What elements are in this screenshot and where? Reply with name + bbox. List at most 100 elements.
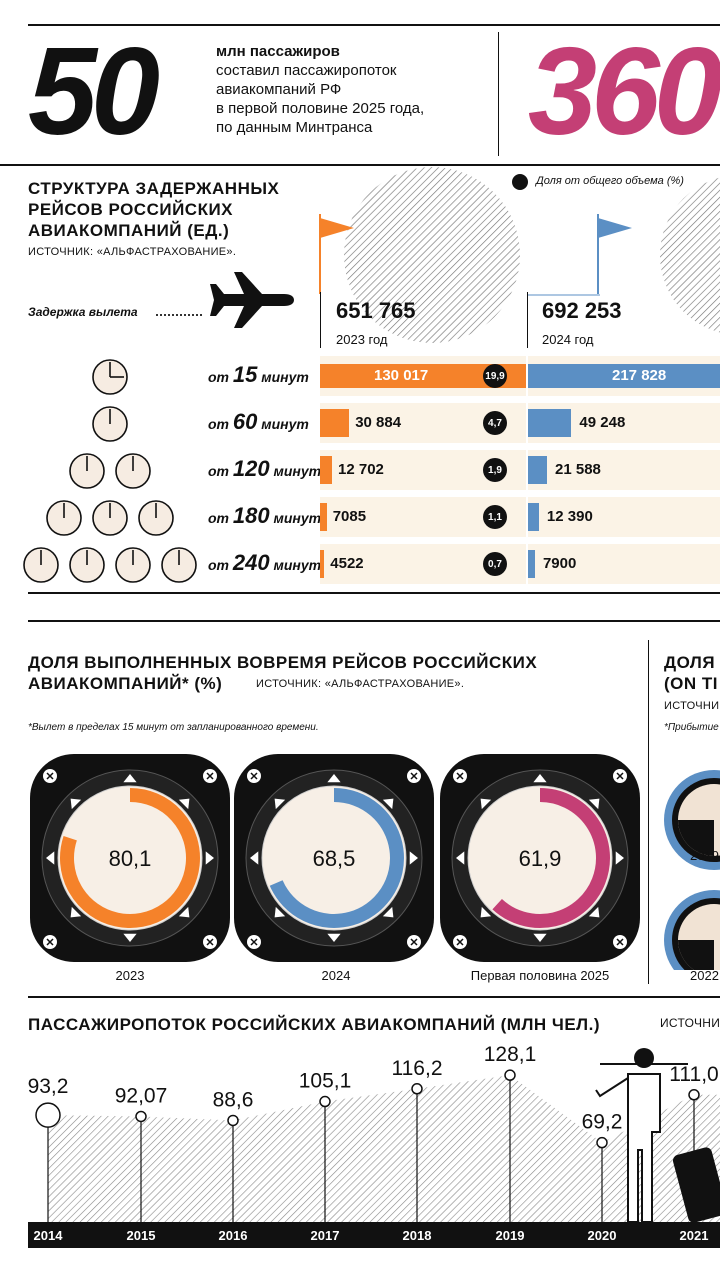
bar-2024 bbox=[528, 550, 535, 578]
bar-label-2023: 4522 bbox=[330, 555, 364, 572]
dotted-leader bbox=[156, 314, 202, 316]
bar-2023 bbox=[320, 409, 350, 437]
share-badge: 4,7 bbox=[483, 411, 507, 435]
gauge-tick bbox=[588, 798, 600, 810]
gauge-tick bbox=[327, 933, 341, 942]
row-header: Задержка вылета bbox=[28, 305, 138, 319]
delay-row-label: от 240 минут bbox=[208, 550, 322, 575]
side-source: ИСТОЧНИ bbox=[664, 700, 720, 712]
screw-icon bbox=[206, 938, 214, 946]
clock-icon bbox=[115, 453, 151, 489]
data-label: 116,2 bbox=[392, 1057, 443, 1080]
data-point bbox=[596, 1136, 608, 1149]
gauge-tick bbox=[250, 851, 259, 865]
chart-title: ПАССАЖИРОПОТОК РОССИЙСКИХ АВИАКОМПАНИЙ (… bbox=[28, 1015, 600, 1034]
passengers-top-rule bbox=[28, 996, 720, 998]
headline-text: млн пассажиров составил пассажиропоток а… bbox=[216, 42, 424, 137]
gauge-tick bbox=[123, 933, 137, 942]
delays-title-line: РЕЙСОВ РОССИЙСКИХ bbox=[28, 200, 234, 219]
clock-icon bbox=[23, 547, 59, 583]
bar-2024 bbox=[528, 409, 572, 437]
gauge-arc bbox=[492, 788, 610, 928]
gauge-tick bbox=[327, 774, 341, 783]
headline-number: 50 bbox=[28, 23, 160, 161]
data-point bbox=[411, 1083, 423, 1095]
delay-row-label: от 60 минут bbox=[208, 409, 309, 434]
clock-icon bbox=[69, 547, 105, 583]
axis-year-label: 2017 bbox=[311, 1228, 340, 1243]
year-divider bbox=[527, 292, 528, 348]
bar-2024 bbox=[528, 456, 548, 484]
gauge-tick bbox=[178, 906, 190, 918]
delays-bottom-rule bbox=[28, 592, 720, 594]
axis-year-label: 2018 bbox=[403, 1228, 432, 1243]
row-bg-2024 bbox=[528, 450, 720, 490]
data-label: 92,07 bbox=[115, 1084, 168, 1107]
bar-label-2024: 217 828 bbox=[612, 367, 667, 384]
axis-bar bbox=[28, 1222, 720, 1248]
bar-label-2024: 12 390 bbox=[546, 508, 593, 525]
intro-line: по данным Минтранса bbox=[216, 119, 373, 136]
intro-line: составил пассажиропоток bbox=[216, 62, 397, 79]
gauge-tick bbox=[70, 906, 82, 918]
side-title: ДОЛЯ (ON TI bbox=[664, 652, 718, 694]
bar-2023 bbox=[320, 503, 327, 531]
airplane-icon bbox=[210, 272, 294, 328]
gauge-tick bbox=[615, 851, 624, 865]
screw-icon bbox=[46, 938, 54, 946]
ontime-title-line: ДОЛЯ ВЫПОЛНЕННЫХ ВОВРЕМЯ РЕЙСОВ РОССИЙСК… bbox=[28, 653, 538, 672]
side-gauge bbox=[664, 890, 720, 970]
screw-icon bbox=[46, 772, 54, 780]
passenger-chart: 93,2 92,07 88,6 105,1 116,2 128,1 69,2 111,0 201… bbox=[28, 1043, 720, 1248]
year-label-2024: 2024 год bbox=[542, 332, 594, 347]
intro-line: авиакомпаний РФ bbox=[216, 81, 342, 98]
delay-row-label: от 15 минут bbox=[208, 362, 309, 387]
top-rule bbox=[28, 24, 720, 26]
data-label: 88,6 bbox=[213, 1088, 254, 1111]
header-bottom-rule bbox=[0, 164, 720, 166]
bar-2023 bbox=[320, 550, 325, 578]
gauge-arc bbox=[269, 788, 404, 928]
gauge-arc bbox=[60, 788, 200, 928]
gauge-year-2025: Первая половина 2025 bbox=[470, 968, 610, 983]
ontime-title: ДОЛЯ ВЫПОЛНЕННЫХ ВОВРЕМЯ РЕЙСОВ РОССИЙСК… bbox=[28, 652, 537, 694]
clock-icon bbox=[115, 547, 151, 583]
clock-icon bbox=[46, 500, 82, 536]
data-point bbox=[35, 1102, 61, 1128]
axis-year-label: 2020 bbox=[588, 1228, 617, 1243]
gauges: 80,1 68,5 61,9 bbox=[30, 754, 720, 970]
traveler-icon bbox=[595, 1048, 720, 1223]
gauge-tick bbox=[46, 851, 55, 865]
axis-year-label: 2016 bbox=[219, 1228, 248, 1243]
data-point bbox=[688, 1089, 700, 1101]
bar-label-2023: 12 702 bbox=[338, 461, 384, 478]
flag-pole-2024 bbox=[528, 294, 600, 296]
bar-label-2024: 21 588 bbox=[555, 461, 601, 478]
area-fill bbox=[48, 1075, 720, 1222]
delays-source: ИСТОЧНИК: «АЛЬФАСТРАХОВАНИЕ». bbox=[28, 246, 237, 258]
gauge-tick bbox=[456, 851, 465, 865]
side-title-line: (ON TI bbox=[664, 674, 718, 693]
intro-bold: млн пассажиров bbox=[216, 43, 340, 60]
data-point bbox=[227, 1114, 239, 1127]
row-bg-2024 bbox=[528, 497, 720, 537]
gauge-tick bbox=[480, 798, 492, 810]
side-year: 2019 bbox=[690, 848, 719, 863]
gauge-2024: 68,5 bbox=[234, 754, 434, 962]
gauge-tick bbox=[205, 851, 214, 865]
gauge-tick bbox=[382, 906, 394, 918]
screw-icon bbox=[616, 938, 624, 946]
flag-2023-icon bbox=[319, 214, 354, 294]
side-title-line: ДОЛЯ bbox=[664, 653, 716, 672]
axis-year-label: 2021 bbox=[680, 1228, 709, 1243]
data-label: 111,0 bbox=[669, 1063, 718, 1086]
gauge-tick bbox=[382, 798, 394, 810]
gauge-Первая-половина-2025: 61,9 bbox=[440, 754, 640, 962]
clock-icon bbox=[161, 547, 197, 583]
ontime-divider bbox=[648, 640, 649, 984]
gauge-tick bbox=[70, 798, 82, 810]
data-point bbox=[504, 1069, 516, 1081]
intro-line: в первой половине 2025 года, bbox=[216, 100, 425, 117]
screw-icon bbox=[616, 772, 624, 780]
gauge-tick bbox=[588, 906, 600, 918]
